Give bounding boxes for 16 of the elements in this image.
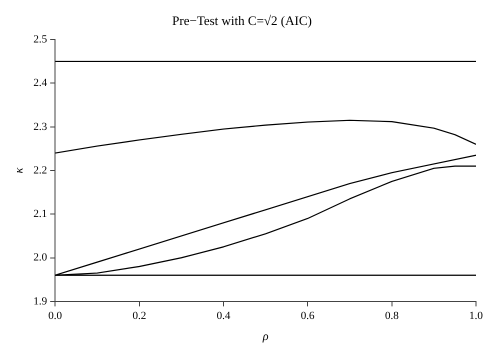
y-tick-label: 2.5 — [33, 33, 48, 46]
y-tick-label: 2.2 — [33, 164, 48, 176]
x-axis-title: ρ — [262, 328, 269, 343]
y-tick-label: 2.1 — [33, 208, 48, 220]
y-tick-label: 2.3 — [33, 120, 48, 133]
y-axis-title: κ — [11, 167, 26, 174]
x-tick-label: 1.0 — [469, 310, 484, 322]
y-tick-label: 1.9 — [33, 295, 48, 308]
x-tick-label: 0.4 — [216, 310, 231, 322]
y-tick-label: 2.4 — [33, 77, 48, 90]
x-tick-label: 0.0 — [48, 310, 63, 322]
chart-title: Pre−Test with C=√2 (AIC) — [172, 13, 312, 28]
x-tick-label: 0.6 — [300, 310, 316, 322]
y-tick-label: 2.0 — [33, 252, 48, 264]
x-tick-label: 0.2 — [132, 310, 146, 322]
x-tick-label: 0.8 — [384, 310, 400, 322]
